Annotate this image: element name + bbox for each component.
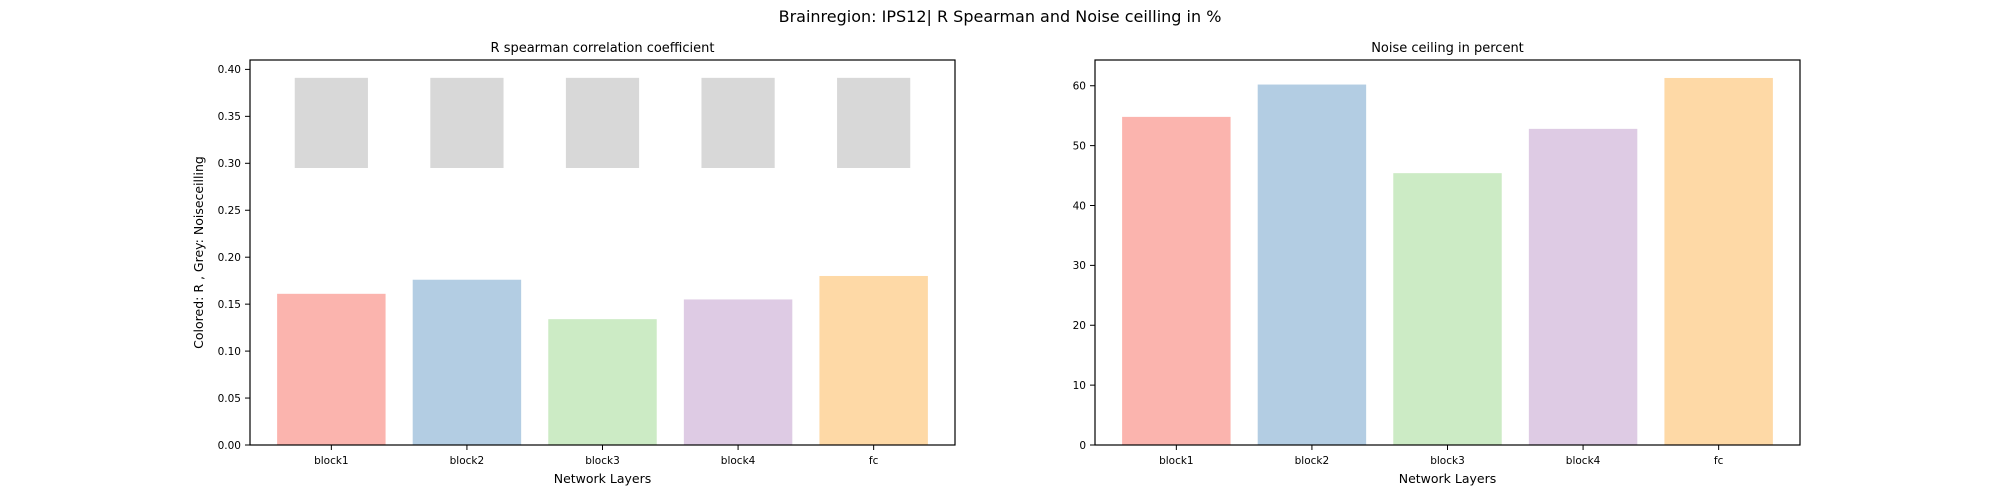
chart-spearman-ytick-label: 0.10 — [218, 346, 241, 358]
chart-spearman-xtick-label: block3 — [585, 455, 620, 467]
chart-spearman-ytick-label: 0.20 — [218, 252, 241, 264]
chart-noise-ceiling-ytick-label: 30 — [1073, 260, 1086, 272]
chart-noise-ceiling-bar — [1122, 116, 1231, 445]
chart-spearman-noise-ceiling-box — [294, 77, 368, 168]
chart-noise-ceiling-xtick-label: block2 — [1295, 455, 1330, 467]
chart-noise-ceiling-xlabel: Network Layers — [1399, 471, 1497, 486]
chart-noise-ceiling-ytick-label: 60 — [1073, 81, 1086, 93]
chart-spearman-xlabel: Network Layers — [554, 471, 652, 486]
chart-spearman-marks: 0.00 0.05 0.10 0.15 0.20 0.25 0.30 0.35 0.40 bloc… — [218, 64, 928, 467]
chart-noise-ceiling-bar — [1528, 128, 1638, 445]
chart-spearman-ytick-label: 0.00 — [218, 440, 241, 452]
chart-spearman-xtick-label: fc — [869, 455, 879, 467]
chart-noise-ceiling-bar — [1393, 173, 1502, 445]
chart-noise-ceiling-marks: 0 10 20 30 40 50 60 block1 block2 block3 block4 fc — [1073, 77, 1773, 467]
chart-spearman-title: R spearman correlation coefficient — [491, 41, 715, 56]
chart-spearman-frame — [249, 59, 956, 446]
chart-spearman-bar — [819, 275, 928, 445]
chart-noise-ceiling-bar — [1257, 84, 1367, 446]
chart-spearman-noise-ceiling-box — [837, 77, 911, 168]
chart-spearman-bar — [548, 319, 657, 445]
chart-noise-ceiling-ytick-label: 10 — [1073, 380, 1086, 392]
chart-noise-ceiling-ytick-label: 0 — [1079, 440, 1086, 452]
chart-noise-ceiling-xtick-label: fc — [1714, 455, 1724, 467]
chart-spearman-ytick-label: 0.35 — [218, 111, 241, 123]
chart-noise-ceiling-frame — [1094, 59, 1801, 446]
chart-spearman-bar — [277, 293, 386, 445]
chart-spearman-xtick-label: block4 — [721, 455, 756, 467]
chart-spearman-noise-ceiling-box — [701, 77, 775, 168]
chart-noise-ceiling-xtick-label: block1 — [1159, 455, 1194, 467]
chart-noise-ceiling: Noise ceiling in percent Network Layers … — [1073, 41, 1801, 486]
chart-spearman-xtick-label: block1 — [314, 455, 349, 467]
chart-spearman-bar — [683, 299, 793, 445]
chart-spearman-ytick-label: 0.25 — [218, 205, 241, 217]
chart-noise-ceiling-xtick-label: block4 — [1566, 455, 1601, 467]
chart-spearman-ytick-label: 0.40 — [218, 64, 241, 76]
chart-spearman-ylabel: Colored: R , Grey: Noiseceilling — [191, 156, 206, 349]
chart-spearman-bar — [412, 279, 522, 445]
chart-noise-ceiling-ytick-label: 50 — [1073, 140, 1086, 152]
chart-spearman-xtick-label: block2 — [450, 455, 485, 467]
figure-title: Brainregion: IPS12| R Spearman and Noise… — [779, 7, 1222, 26]
chart-noise-ceiling-title: Noise ceiling in percent — [1371, 41, 1524, 56]
chart-spearman-noise-ceiling-box — [430, 77, 504, 168]
chart-spearman-noise-ceiling-box — [565, 77, 640, 168]
chart-spearman-ytick-label: 0.15 — [218, 299, 241, 311]
chart-noise-ceiling-xtick-label: block3 — [1430, 455, 1465, 467]
chart-spearman-ytick-label: 0.05 — [218, 393, 241, 405]
chart-spearman: R spearman correlation coefficient Netwo… — [191, 41, 956, 486]
chart-noise-ceiling-ytick-label: 20 — [1073, 320, 1086, 332]
chart-noise-ceiling-bar — [1664, 77, 1773, 445]
chart-noise-ceiling-ytick-label: 40 — [1073, 200, 1086, 212]
chart-spearman-ytick-label: 0.30 — [218, 158, 241, 170]
